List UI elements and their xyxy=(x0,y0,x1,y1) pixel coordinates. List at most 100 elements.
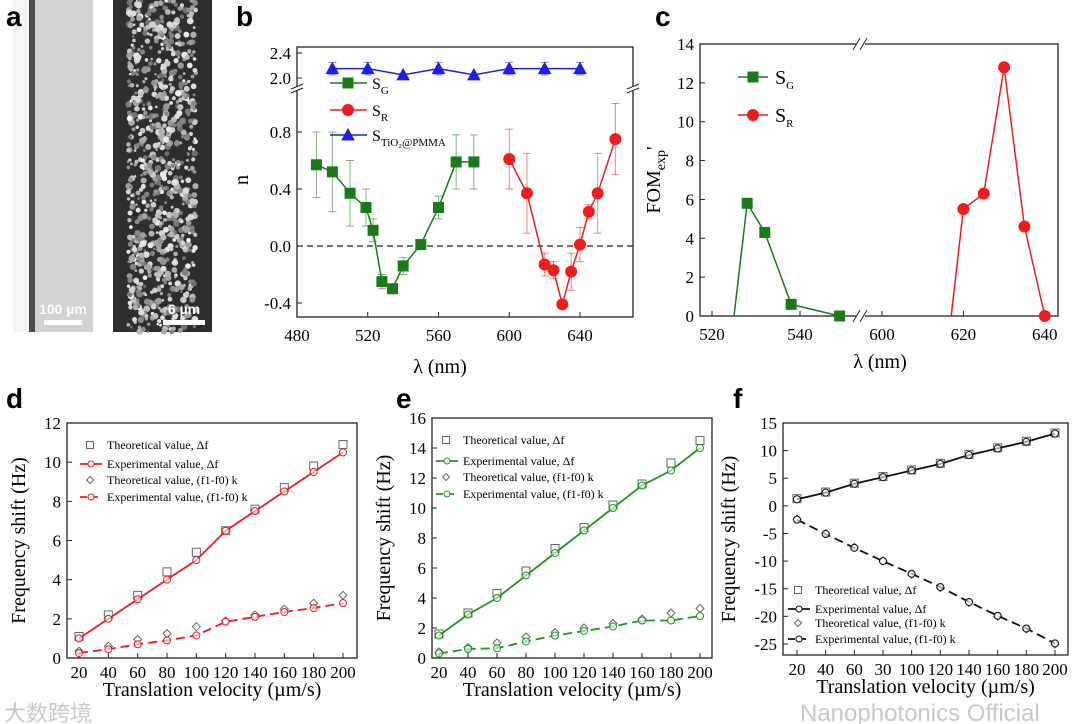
circle-marker xyxy=(1038,310,1051,322)
sem-grain xyxy=(192,50,196,54)
sem-grain xyxy=(134,71,138,75)
sem-grain xyxy=(180,296,187,304)
sem-grain xyxy=(150,57,153,61)
series-line xyxy=(950,67,1046,317)
sem-grain xyxy=(162,123,167,128)
circle-marker xyxy=(192,556,201,565)
circle-marker xyxy=(163,575,171,584)
circle-marker xyxy=(696,612,704,620)
sem-grain xyxy=(130,43,134,47)
sem-grain xyxy=(156,246,162,253)
x-axis-label: λ (nm) xyxy=(413,356,467,378)
sem-grain xyxy=(173,58,179,64)
sem-grain xyxy=(155,297,162,305)
sem-grain xyxy=(154,79,159,84)
x-tick-label: 200 xyxy=(687,663,713,682)
sem-grain xyxy=(126,115,133,122)
sem-grain xyxy=(179,219,184,224)
circle-marker xyxy=(520,187,533,200)
sem-grain xyxy=(175,244,179,249)
sem-grain xyxy=(153,189,158,194)
sem-grain xyxy=(160,284,165,289)
legend-label: Experimental value, (f1-f0) k xyxy=(463,487,604,501)
y-axis-label: FOMexp' xyxy=(643,146,669,213)
sem-grain xyxy=(145,20,151,25)
circle-marker xyxy=(493,594,501,602)
sem-grain xyxy=(187,193,193,199)
sem-grain xyxy=(132,38,136,43)
sem-grain xyxy=(189,165,195,171)
sem-grain xyxy=(131,234,136,239)
legend-marker xyxy=(87,460,95,468)
sem-grain xyxy=(142,80,146,84)
legend-label: Theoretical value, Δf xyxy=(815,583,916,597)
sem-grain xyxy=(191,150,198,157)
sem-grain xyxy=(144,310,148,314)
sem-grain xyxy=(155,174,161,180)
circle-marker xyxy=(993,611,1002,620)
sem-grain xyxy=(138,309,145,316)
y-tick-label: 16 xyxy=(409,409,426,428)
y-tick-label: 0 xyxy=(418,649,427,668)
sem-grain xyxy=(151,7,157,13)
sem-grain xyxy=(136,118,140,122)
sem-grain xyxy=(173,219,178,223)
legend-label: Experimental value, Δf xyxy=(463,454,574,468)
y-tick-label: -25 xyxy=(754,635,777,654)
sem-grain xyxy=(167,303,173,309)
circle-marker xyxy=(609,622,617,631)
circle-marker xyxy=(879,473,887,482)
sem-grain xyxy=(159,323,162,327)
sem-grain xyxy=(188,11,195,17)
sem-grain xyxy=(129,82,135,88)
x-axis-label: Translation velocity (µm/s) xyxy=(103,679,322,701)
sem-grain xyxy=(192,140,196,144)
legend-main: S xyxy=(372,128,381,145)
plot-frame xyxy=(699,43,1059,317)
sem-grain xyxy=(143,162,146,165)
sem-grain xyxy=(161,175,168,182)
sem-grain xyxy=(164,0,168,3)
sem-grain xyxy=(146,32,150,36)
sem-grain xyxy=(184,133,191,139)
sem-grain xyxy=(129,263,137,270)
sem-grain xyxy=(187,79,191,84)
sem-grain xyxy=(126,160,130,163)
sem-grain xyxy=(143,284,147,288)
circle-marker xyxy=(551,549,559,557)
break-mark xyxy=(859,309,868,323)
sem-grain xyxy=(159,308,165,313)
sem-grain xyxy=(143,251,150,258)
sem-grain xyxy=(177,29,182,34)
sem-grain xyxy=(159,19,165,24)
sem-grain xyxy=(148,45,153,50)
sem-grain xyxy=(177,6,183,11)
y-tick-label: 10 xyxy=(409,499,426,518)
square-marker xyxy=(360,202,372,214)
sem-grain xyxy=(174,113,180,120)
sem-grain xyxy=(163,226,169,233)
sem-grain xyxy=(142,116,146,120)
x-tick-label: 20 xyxy=(71,663,88,682)
y-tick-label: 0.4 xyxy=(270,180,292,199)
sem-grain xyxy=(144,317,149,321)
sem-grain xyxy=(181,92,186,96)
x-tick-label: 80 xyxy=(518,663,535,682)
y-tick-label: 14 xyxy=(677,35,695,54)
sem-grain xyxy=(184,108,192,115)
series-line xyxy=(508,138,617,308)
series-line xyxy=(438,447,701,637)
series-line xyxy=(438,615,701,655)
sem-grain xyxy=(161,115,168,122)
sem-grain xyxy=(136,298,140,303)
circle-marker xyxy=(1051,639,1059,648)
circle-marker xyxy=(339,448,347,457)
y-axis-label: n xyxy=(231,175,253,185)
sem-grain xyxy=(169,101,173,105)
sem-grain xyxy=(142,29,149,36)
series-g xyxy=(733,197,846,322)
sem-grain xyxy=(174,89,182,97)
sem-grain xyxy=(139,252,145,259)
sem-grain xyxy=(140,177,147,184)
